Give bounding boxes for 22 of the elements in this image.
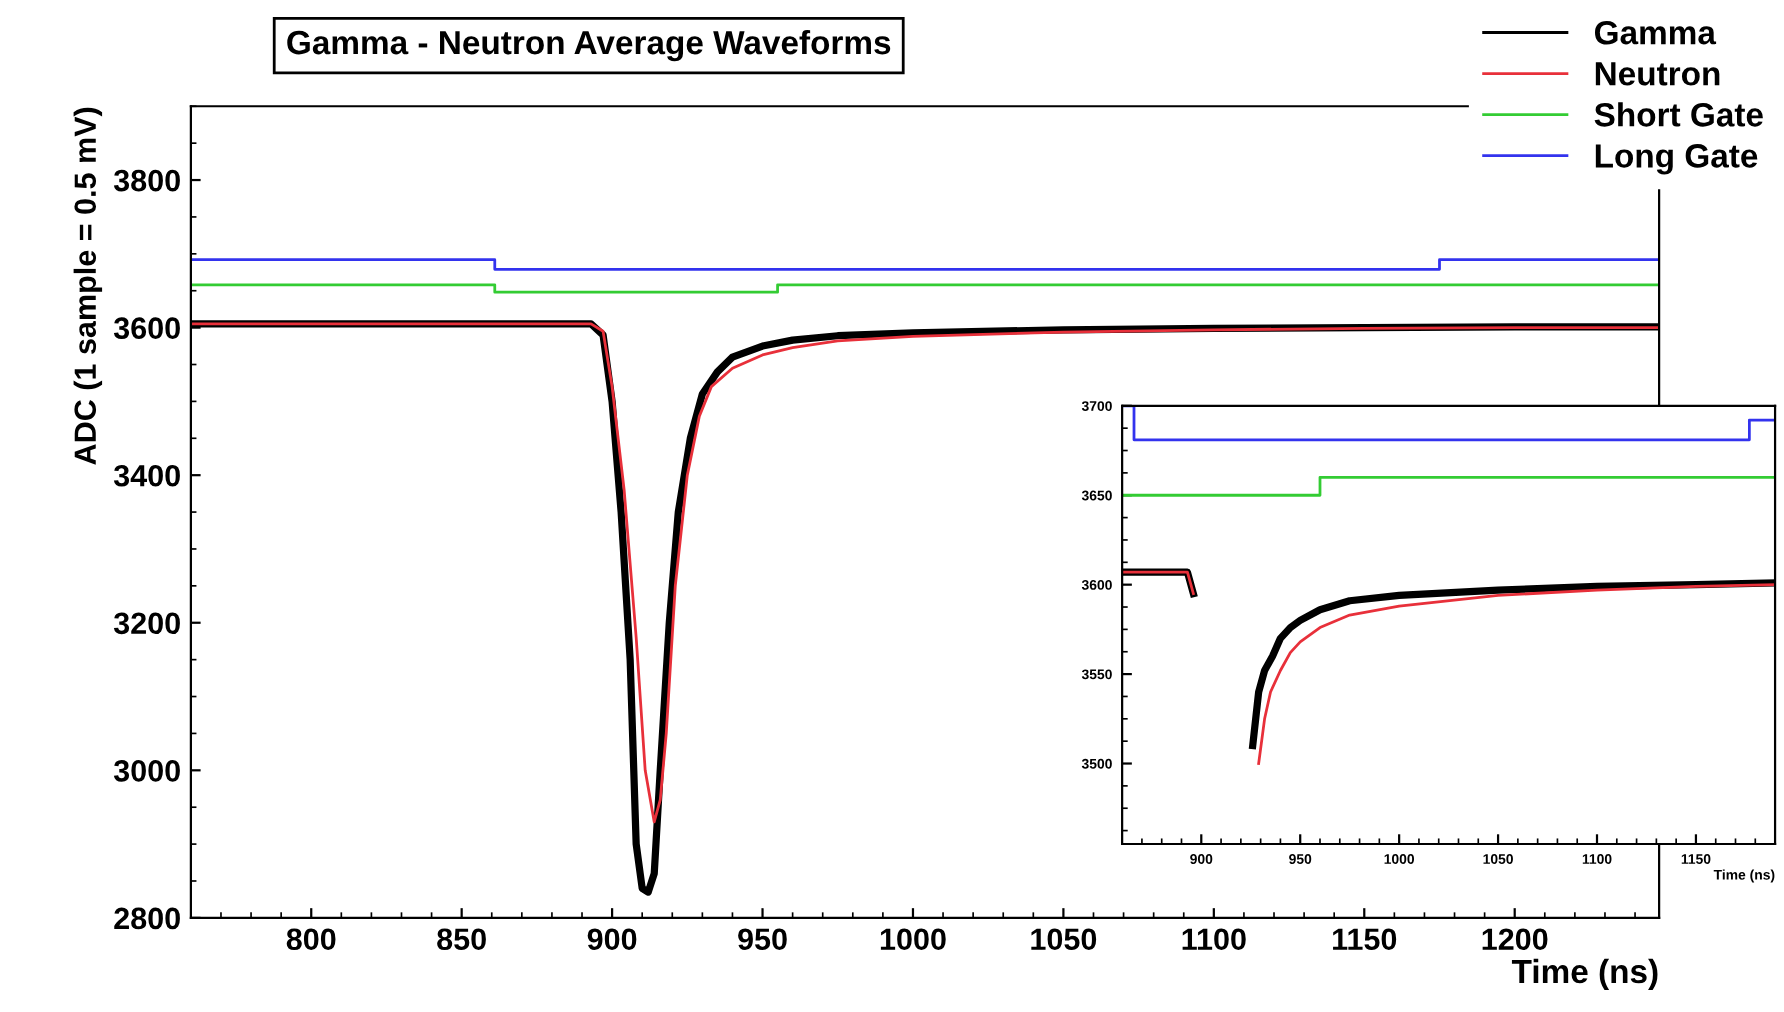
y-tick-label: 3400 [113, 464, 180, 487]
x-tick-label: 800 [286, 928, 336, 951]
y-axis-title: ADC (1 sample = 0.5 mV) [73, 107, 103, 465]
x-tick-label: 1150 [1333, 928, 1397, 951]
x-tick-label: 900 [587, 928, 637, 951]
y-tick-label: 3000 [113, 760, 180, 782]
chart-title: Gamma - Neutron Average Waveforms [287, 29, 891, 62]
x-tick-label: 1000 [880, 928, 946, 951]
legend-label: Neutron [1595, 62, 1720, 86]
y-tick-label: 2800 [114, 907, 180, 930]
legend-label: Short Gate [1594, 102, 1763, 127]
x-tick-label: 950 [738, 928, 787, 951]
legend-label: Gamma [1594, 20, 1717, 45]
legend-label: Long Gate [1595, 144, 1758, 175]
y-tick-label: 3800 [113, 169, 180, 192]
x-tick-label: 850 [437, 928, 486, 951]
x-tick-label: 1100 [1182, 928, 1246, 951]
x-axis-title: Time (ns) [1511, 958, 1658, 990]
x-tick-label: 1200 [1482, 928, 1548, 951]
y-tick-label: 3200 [113, 612, 180, 635]
x-tick-label: 1050 [1031, 928, 1097, 951]
y-tick-label: 3600 [113, 317, 180, 340]
